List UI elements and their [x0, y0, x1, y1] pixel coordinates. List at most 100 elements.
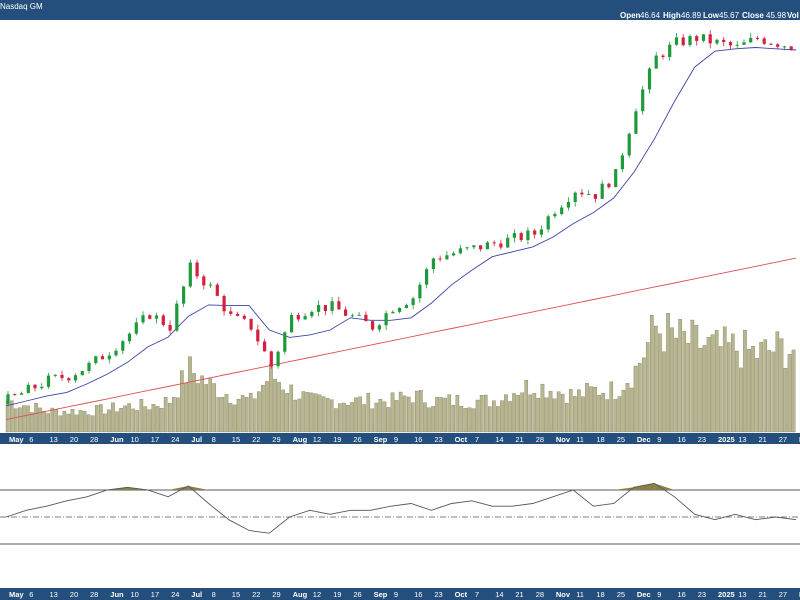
- oscillator-axis-bar: [0, 588, 800, 600]
- volume-bar: [204, 384, 208, 433]
- oscillator-panel: [0, 482, 800, 545]
- volume-bar: [666, 312, 670, 433]
- x-tick-label: 14: [495, 435, 503, 444]
- x-tick-label: Jul: [191, 590, 202, 599]
- price-panel: [5, 30, 797, 433]
- close-value: 45.98: [766, 11, 787, 20]
- candle-down: [222, 296, 226, 312]
- candle-down: [755, 37, 760, 39]
- volume-bar: [269, 364, 273, 433]
- volume-bar: [487, 406, 492, 433]
- x-tick-label: 10: [131, 435, 139, 444]
- candle-up: [647, 68, 652, 90]
- x-tick-label: 23: [434, 435, 442, 444]
- x-tick-label: Nov: [556, 590, 571, 599]
- volume-bar: [722, 326, 727, 433]
- x-tick-label: 24: [171, 590, 179, 599]
- volume-bar: [573, 396, 577, 433]
- x-tick-label: 14: [495, 590, 503, 599]
- x-tick-label: 18: [596, 590, 604, 599]
- x-tick-label: 28: [536, 590, 544, 599]
- volume-bar: [257, 391, 261, 433]
- volume-bar: [321, 396, 326, 433]
- candle-up: [742, 42, 746, 45]
- volume-bar: [508, 401, 512, 433]
- volume-bar: [281, 389, 285, 433]
- candle-down: [722, 39, 726, 43]
- x-tick-label: 25: [617, 435, 625, 444]
- volume-bar: [629, 387, 634, 433]
- volume-bar: [682, 331, 687, 433]
- volume-bar: [338, 403, 342, 433]
- volume-bar: [111, 402, 115, 433]
- volume-bar: [378, 399, 383, 433]
- volume-bar: [447, 394, 452, 433]
- candle-down: [769, 43, 773, 45]
- candle-up: [715, 39, 719, 44]
- x-tick-label: 23: [698, 590, 706, 599]
- x-tick-label: 7: [475, 435, 479, 444]
- candle-up: [546, 216, 550, 230]
- candle-up: [154, 315, 159, 319]
- volume-bar: [34, 403, 38, 433]
- volume-bar: [528, 394, 533, 433]
- candle-up: [587, 194, 591, 196]
- volume-bar: [390, 392, 395, 433]
- volume-bar: [240, 395, 245, 433]
- volume-bar: [358, 396, 362, 433]
- candle-down: [256, 329, 260, 342]
- volume-bar: [479, 395, 484, 433]
- volume-bar: [224, 394, 229, 433]
- volume-bar: [552, 398, 557, 433]
- open-value: 46.64: [640, 11, 661, 20]
- candle-up: [418, 284, 422, 299]
- candle-down: [229, 311, 233, 314]
- volume-bar: [706, 337, 711, 433]
- volume-bar: [568, 389, 573, 433]
- volume-bar: [787, 354, 792, 433]
- volume-bar: [212, 383, 217, 433]
- x-tick-label: 10: [131, 590, 139, 599]
- volume-bar: [767, 350, 772, 433]
- candle-down: [236, 313, 240, 316]
- candle-down: [161, 315, 165, 325]
- volume-bar: [791, 349, 796, 433]
- candle-up: [46, 375, 51, 387]
- x-tick-label: May: [9, 590, 24, 599]
- candle-down: [269, 351, 273, 367]
- volume-bar: [248, 392, 253, 433]
- volume-bar: [718, 346, 723, 433]
- candle-down: [337, 301, 341, 310]
- x-tick-label: Jul: [191, 435, 202, 444]
- volume-bar: [617, 396, 622, 433]
- candle-down: [708, 34, 712, 44]
- volume-bar: [9, 400, 14, 433]
- candle-up: [290, 314, 294, 333]
- x-tick-label: 16: [678, 590, 686, 599]
- candle-down: [364, 314, 368, 322]
- candle-down: [263, 341, 267, 352]
- volume-bar: [601, 393, 605, 433]
- volume-bar: [560, 393, 565, 433]
- volume-bar: [208, 378, 213, 433]
- volume-bar: [46, 413, 50, 433]
- volume-bar: [751, 346, 755, 433]
- x-tick-label: 19: [333, 435, 341, 444]
- x-tick-label: 11: [576, 435, 584, 444]
- volume-bar: [759, 341, 763, 433]
- volume-bar: [30, 412, 34, 433]
- volume-bar: [107, 409, 111, 433]
- candle-up: [445, 255, 449, 260]
- volume-bar: [431, 406, 435, 433]
- x-tick-label: 2025: [718, 435, 735, 444]
- candle-up: [782, 46, 787, 48]
- candle-down: [519, 233, 523, 241]
- candle-up: [485, 242, 489, 250]
- x-tick-label: 13: [50, 435, 58, 444]
- volume-bar: [771, 351, 776, 433]
- volume-bar: [779, 338, 784, 433]
- candle-up: [377, 325, 381, 330]
- candle-up: [209, 284, 213, 286]
- x-tick-label: 2025: [718, 590, 735, 599]
- volume-bar: [228, 403, 233, 433]
